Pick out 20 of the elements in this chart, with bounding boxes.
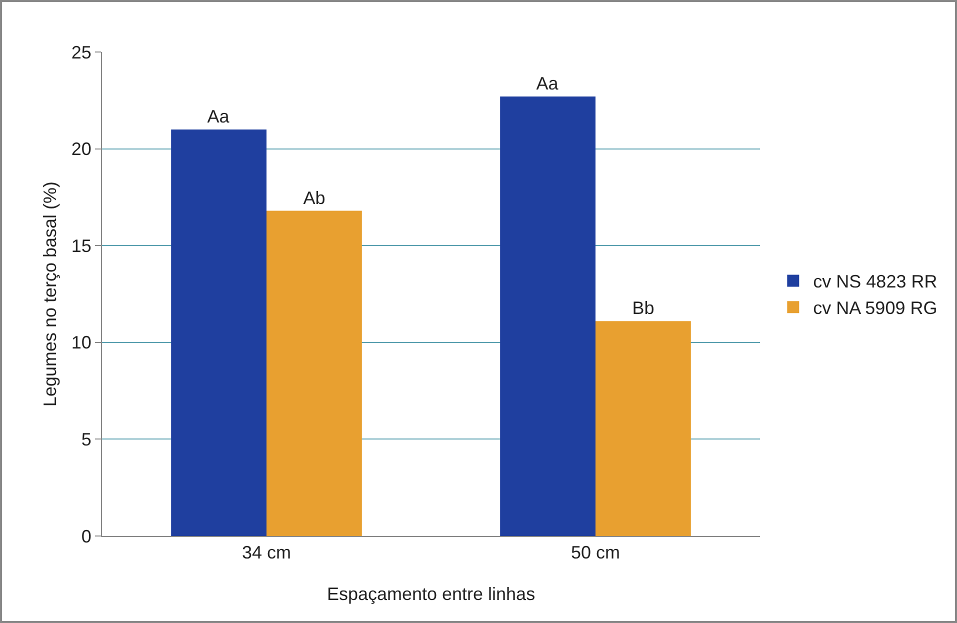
y-axis-title: Legumes no terço basal (%) bbox=[40, 181, 60, 407]
x-axis-title: Espaçamento entre linhas bbox=[326, 584, 536, 604]
y-tick-label: 10 bbox=[71, 332, 92, 353]
bar bbox=[171, 129, 266, 536]
y-tick-label: 5 bbox=[81, 430, 92, 450]
legend-label: cv NA 5909 RG bbox=[813, 298, 938, 318]
y-tick-label: 0 bbox=[81, 526, 92, 546]
bar bbox=[500, 96, 596, 536]
legend-label: cv NS 4823 RR bbox=[813, 272, 938, 292]
data-label: Aa bbox=[207, 106, 230, 126]
data-label: Ab bbox=[303, 188, 326, 208]
x-tick-label: 50 cm bbox=[570, 542, 620, 563]
data-label: Bb bbox=[632, 298, 654, 318]
y-tick-label: 25 bbox=[71, 42, 92, 62]
x-tick-label: 34 cm bbox=[242, 542, 292, 563]
y-tick-label: 20 bbox=[71, 139, 92, 160]
data-label: Aa bbox=[536, 74, 560, 94]
bar bbox=[596, 321, 691, 536]
y-tick-label: 15 bbox=[71, 236, 92, 256]
bar bbox=[266, 210, 362, 536]
